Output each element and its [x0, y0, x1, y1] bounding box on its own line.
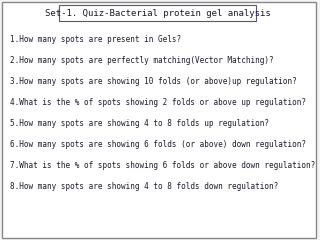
Text: 6.How many spots are showing 6 folds (or above) down regulation?: 6.How many spots are showing 6 folds (or… — [10, 140, 306, 149]
Text: 8.How many spots are showing 4 to 8 folds down regulation?: 8.How many spots are showing 4 to 8 fold… — [10, 182, 278, 191]
Text: Set-1. Quiz-Bacterial protein gel analysis: Set-1. Quiz-Bacterial protein gel analys… — [44, 8, 270, 18]
FancyBboxPatch shape — [59, 5, 256, 21]
Text: 5.How many spots are showing 4 to 8 folds up regulation?: 5.How many spots are showing 4 to 8 fold… — [10, 119, 269, 128]
Text: 3.How many spots are showing 10 folds (or above)up regulation?: 3.How many spots are showing 10 folds (o… — [10, 77, 297, 86]
Text: 7.What is the % of spots showing 6 folds or above down regulation?: 7.What is the % of spots showing 6 folds… — [10, 161, 315, 170]
FancyBboxPatch shape — [2, 2, 316, 238]
Text: 4.What is the % of spots showing 2 folds or above up regulation?: 4.What is the % of spots showing 2 folds… — [10, 98, 306, 107]
Text: 2.How many spots are perfectly matching(Vector Matching)?: 2.How many spots are perfectly matching(… — [10, 56, 274, 65]
Text: 1.How many spots are present in Gels?: 1.How many spots are present in Gels? — [10, 35, 181, 44]
